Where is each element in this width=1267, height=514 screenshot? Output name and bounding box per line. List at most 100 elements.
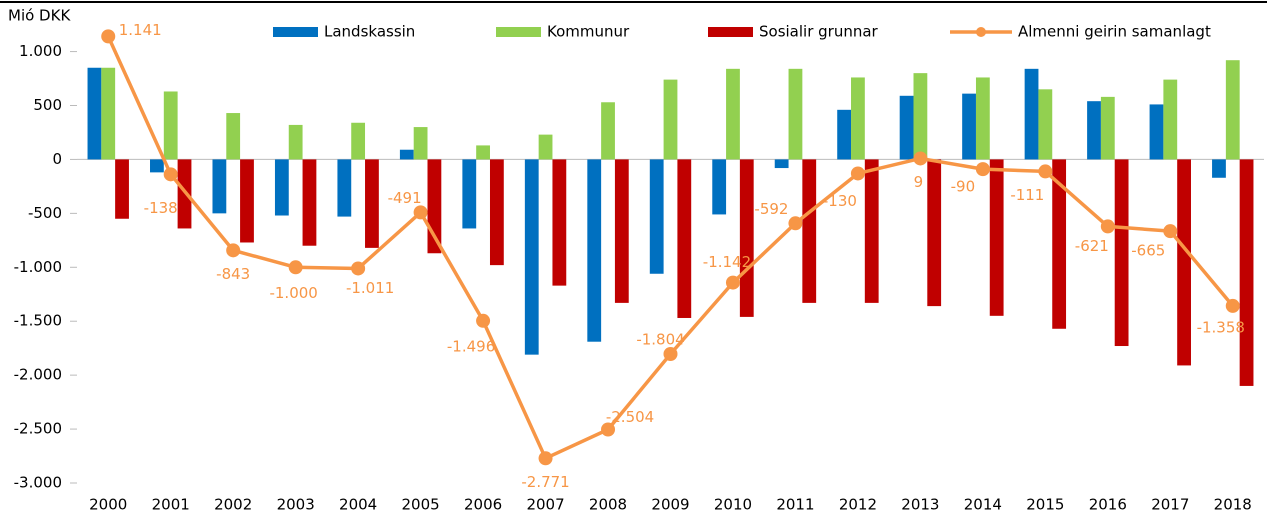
bar (601, 102, 615, 160)
bar (837, 109, 852, 160)
bar (614, 159, 629, 303)
bar (663, 79, 678, 160)
data-label: -1.804 (636, 331, 684, 349)
bar (552, 159, 567, 286)
bar (163, 91, 178, 160)
x-tick-label: 2009 (651, 496, 689, 514)
bar (1149, 104, 1164, 160)
bar (899, 95, 914, 160)
x-tick-label: 2015 (1026, 496, 1064, 514)
data-label: -491 (388, 189, 422, 207)
data-label: -1.011 (346, 279, 394, 297)
data-label: -1.142 (703, 253, 751, 271)
bar (1163, 79, 1178, 160)
bar (413, 127, 428, 160)
line-marker (538, 451, 553, 466)
bar (226, 113, 241, 160)
y-tick-label: 1.000 (19, 42, 62, 60)
line-marker (163, 167, 178, 182)
line-marker (351, 261, 366, 276)
line-marker (476, 313, 491, 328)
x-tick-label: 2001 (152, 496, 190, 514)
line-marker (226, 243, 241, 258)
line-marker (1225, 298, 1240, 313)
x-tick-label: 2018 (1214, 496, 1252, 514)
x-tick-label: 2017 (1151, 496, 1189, 514)
bar (302, 159, 317, 246)
x-tick-label: 2005 (402, 496, 440, 514)
bar (739, 159, 754, 317)
data-label: -90 (951, 178, 976, 196)
bar (462, 159, 477, 229)
line-marker (1100, 219, 1115, 234)
y-tick-label: 0 (52, 150, 62, 168)
bar (240, 159, 254, 243)
bar (351, 122, 366, 160)
bar (1239, 159, 1254, 386)
data-label: -2.504 (606, 408, 654, 426)
bar (1177, 159, 1191, 366)
bar (1038, 89, 1053, 160)
bar (1100, 96, 1115, 160)
bar (712, 159, 727, 215)
x-tick-label: 2014 (964, 496, 1002, 514)
line-marker (101, 29, 116, 44)
data-label: -665 (1131, 242, 1165, 260)
line-marker (975, 162, 990, 177)
bar (489, 159, 504, 266)
line-marker (1163, 224, 1178, 239)
legend-label: Landskassin (324, 23, 415, 41)
line-marker (850, 166, 865, 181)
bar (788, 68, 803, 160)
bar (864, 159, 879, 303)
line-marker (788, 216, 803, 231)
bar (288, 124, 303, 160)
bar (802, 159, 817, 303)
y-axis-label: Mió DKK (8, 7, 71, 25)
legend-label: Almenni geirin samanlagt (1018, 23, 1211, 41)
bar (851, 77, 865, 160)
line-marker (663, 347, 678, 362)
bar (212, 159, 227, 214)
x-tick-label: 2004 (339, 496, 377, 514)
line-marker (725, 275, 740, 290)
y-tick-label: -500 (28, 204, 62, 222)
bar (115, 159, 129, 219)
bar (962, 93, 976, 160)
y-tick-label: -1.000 (14, 258, 62, 276)
line-marker (601, 422, 616, 437)
data-label: -592 (754, 200, 788, 218)
y-tick-label: -3.000 (14, 474, 62, 492)
data-label: -1.000 (269, 284, 317, 302)
bar (975, 77, 990, 160)
bar (274, 159, 289, 216)
data-label: -130 (823, 192, 857, 210)
legend-label: Sosialir grunnar (759, 23, 879, 41)
data-label: -138 (144, 199, 178, 217)
bar (913, 73, 928, 160)
y-tick-label: -2.500 (14, 420, 62, 438)
x-tick-label: 2010 (714, 496, 752, 514)
data-label: -2.771 (521, 473, 569, 491)
data-label: 9 (914, 173, 924, 191)
x-tick-label: 2006 (464, 496, 502, 514)
bar (476, 145, 490, 160)
x-tick-label: 2000 (89, 496, 127, 514)
x-tick-label: 2016 (1089, 496, 1127, 514)
x-tick-label: 2007 (526, 496, 564, 514)
y-tick-label: 500 (33, 96, 62, 114)
x-tick-label: 2008 (589, 496, 627, 514)
legend-swatch (976, 27, 986, 37)
legend-swatch (273, 27, 318, 37)
legend-swatch (708, 27, 753, 37)
bar (101, 67, 116, 160)
bar (150, 159, 164, 173)
bar (1087, 101, 1101, 160)
bar (399, 149, 414, 160)
data-label: -621 (1075, 237, 1109, 255)
bar (587, 159, 602, 342)
x-tick-label: 2011 (776, 496, 814, 514)
bar (1114, 159, 1129, 347)
data-label: 1.141 (119, 21, 162, 39)
